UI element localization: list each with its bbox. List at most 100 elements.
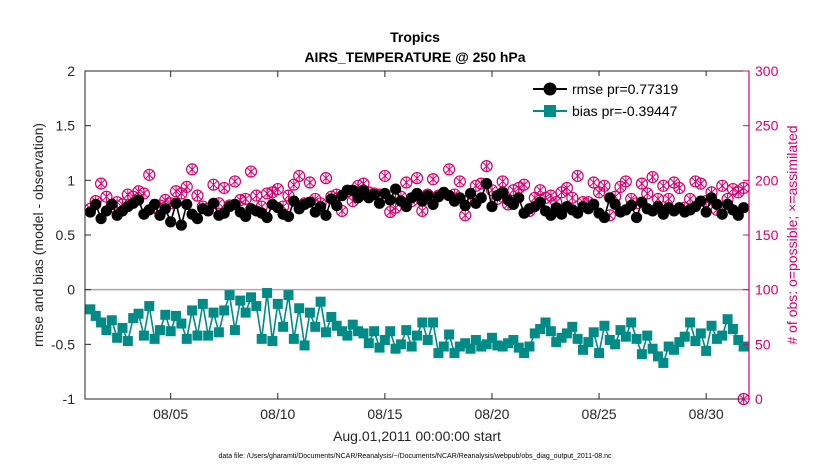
possible-obs-point xyxy=(228,175,242,188)
possible-obs-point xyxy=(191,189,204,202)
rmse-point xyxy=(700,206,712,218)
bias-point xyxy=(106,315,117,326)
bias-point xyxy=(454,341,465,352)
bias-point xyxy=(342,330,353,341)
bias-point xyxy=(701,345,712,356)
bias-point xyxy=(706,320,717,331)
possible-obs-point xyxy=(566,191,579,204)
y-tick-label: 1 xyxy=(67,172,75,188)
bias-point xyxy=(176,318,187,329)
possible-obs-point xyxy=(319,172,333,185)
right-y-axis-ticks: 300 250 200 150 100 50 0 xyxy=(743,63,779,407)
legend: rmse pr=0.77319 bias pr=-0.39447 xyxy=(528,76,744,120)
bias-point xyxy=(690,336,701,347)
bias-point xyxy=(567,321,578,332)
right-y-tick-label: 150 xyxy=(755,227,779,243)
possible-obs-point xyxy=(100,190,113,203)
rmse-point xyxy=(534,196,546,208)
assimilated-obs-point xyxy=(696,178,705,189)
bias-point xyxy=(674,337,685,348)
rmse-point xyxy=(486,200,498,213)
bias-point xyxy=(717,330,728,341)
right-y-tick-label: 300 xyxy=(755,63,779,79)
bias-point xyxy=(733,334,744,345)
assimilated-obs-point xyxy=(380,170,389,181)
possible-obs-point xyxy=(587,176,600,189)
bias-point xyxy=(262,287,273,298)
bias-point xyxy=(283,290,294,301)
rmse-series xyxy=(84,178,750,231)
bias-point xyxy=(722,314,733,325)
bias-point xyxy=(192,330,203,341)
possible-obs-point xyxy=(673,181,686,195)
bias-point xyxy=(213,327,224,338)
assimilated-obs-point xyxy=(643,188,652,199)
x-tick-label: 08/10 xyxy=(260,406,295,422)
chart-title: Tropics xyxy=(390,29,440,45)
bias-point xyxy=(96,317,107,328)
assimilated-obs-point xyxy=(402,177,411,188)
bias-point xyxy=(647,343,658,354)
bias-point xyxy=(738,341,749,352)
y-tick-label: -0.5 xyxy=(51,336,75,352)
assimilated-obs-point xyxy=(429,174,438,185)
bias-point xyxy=(465,343,476,354)
y-tick-label: 2 xyxy=(67,63,75,79)
rmse-point xyxy=(464,187,477,200)
bias-point xyxy=(401,325,412,336)
bias-point xyxy=(320,327,331,338)
bias-point xyxy=(385,326,396,337)
x-axis-label: Aug.01,2011 00:00:00 start xyxy=(333,428,501,444)
rmse-point xyxy=(695,195,707,207)
possible-obs-point xyxy=(287,178,300,191)
bias-point xyxy=(229,325,240,336)
right-y-tick-label: 250 xyxy=(755,118,779,134)
assimilated-obs-point xyxy=(188,164,197,175)
rmse-point xyxy=(630,211,643,224)
bias-point xyxy=(240,307,251,318)
bias-point xyxy=(422,334,433,345)
bias-point xyxy=(112,332,123,343)
possible-obs-point xyxy=(560,181,574,195)
bias-point xyxy=(224,290,235,301)
assimilated-obs-point xyxy=(648,172,657,183)
bias-point xyxy=(369,326,380,337)
rmse-point xyxy=(181,198,193,210)
bias-point xyxy=(278,321,289,332)
bias-point xyxy=(133,308,144,319)
bias-point xyxy=(470,334,481,345)
rmse-point xyxy=(315,200,327,213)
assimilated-obs-point xyxy=(573,170,582,181)
bias-point xyxy=(524,341,535,352)
rmse-point xyxy=(716,208,728,220)
bias-point xyxy=(144,301,155,312)
bias-point xyxy=(90,310,101,321)
rmse-point xyxy=(588,198,600,210)
assimilated-obs-point xyxy=(247,166,255,177)
assimilated-obs-point xyxy=(461,210,470,221)
possible-obs-point xyxy=(641,187,654,200)
possible-obs-point xyxy=(453,175,466,188)
bias-point xyxy=(663,341,674,352)
y-axis-ticks: 2 1.5 1 0.5 0 -0.5 -1 xyxy=(51,63,91,407)
bias-point xyxy=(433,348,444,359)
x-tick-label: 08/05 xyxy=(153,406,188,422)
legend-rmse-marker xyxy=(543,82,557,96)
assimilated-obs-point xyxy=(182,181,191,192)
bias-point xyxy=(497,341,508,352)
x-tick-label: 08/20 xyxy=(474,406,509,422)
possible-obs-point xyxy=(635,177,649,190)
bias-point xyxy=(508,334,519,345)
bias-point xyxy=(358,328,369,339)
bias-point xyxy=(492,340,503,351)
right-y-tick-label: 100 xyxy=(755,282,779,298)
bias-point xyxy=(417,317,428,328)
possible-obs-point xyxy=(271,182,284,196)
rmse-point xyxy=(304,196,316,208)
bias-point xyxy=(578,344,588,355)
bias-point xyxy=(181,333,192,344)
bias-point xyxy=(326,312,337,322)
bias-point xyxy=(519,348,530,359)
possible-obs-point xyxy=(378,169,391,183)
bias-point xyxy=(149,333,160,344)
